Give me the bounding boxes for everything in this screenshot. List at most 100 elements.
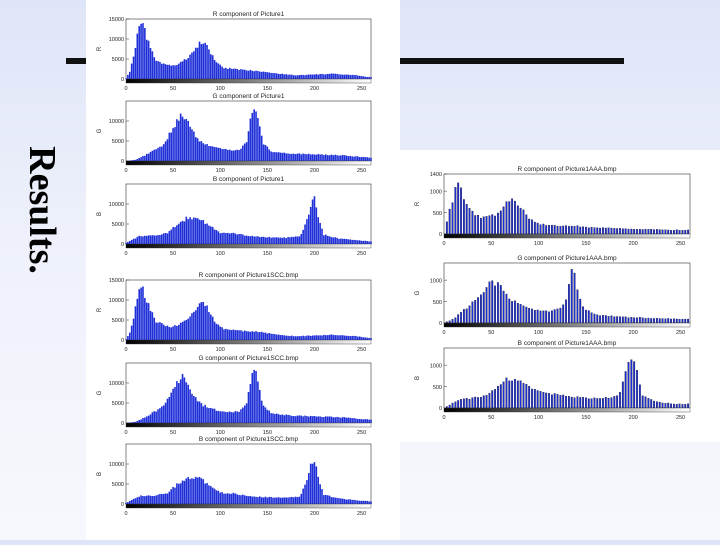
- histogram-bar: [520, 208, 522, 234]
- histogram-bar: [540, 311, 542, 323]
- histogram-bar: [280, 74, 282, 79]
- histogram-bar: [129, 241, 131, 244]
- histogram-bar: [366, 338, 368, 340]
- histogram-bar: [163, 144, 165, 161]
- histogram-bar: [204, 43, 206, 79]
- histogram-bar: [193, 479, 195, 504]
- histogram-bar: [673, 404, 675, 408]
- histogram-bar: [477, 397, 479, 408]
- histogram-bar: [469, 306, 471, 323]
- histogram-bar: [370, 338, 372, 340]
- histogram-bar: [594, 398, 596, 408]
- histogram-bar: [161, 234, 163, 244]
- histogram-bar: [299, 75, 301, 79]
- histogram-bar: [494, 216, 496, 234]
- histogram-bar: [293, 336, 295, 340]
- histogram-bar: [365, 337, 367, 340]
- histogram-bar: [202, 220, 204, 244]
- histogram-bar: [349, 156, 351, 161]
- histogram-bar: [628, 362, 630, 408]
- histogram-bar: [155, 323, 157, 340]
- histogram-bar: [216, 324, 218, 340]
- x-tick-label: 200: [629, 415, 638, 421]
- histogram-bar: [282, 414, 284, 423]
- histogram-bar: [619, 317, 621, 323]
- chart-title: R component of Picture1SCC.bmp: [199, 272, 299, 279]
- x-tick-label: 50: [170, 511, 176, 517]
- histogram-bar: [229, 494, 231, 504]
- histogram-bar: [327, 495, 329, 504]
- histogram-bar: [585, 398, 587, 408]
- histogram-bar: [144, 418, 146, 423]
- histogram-bar: [659, 319, 661, 323]
- histogram-bar: [474, 300, 476, 323]
- histogram-bar: [170, 327, 172, 340]
- histogram-bar: [545, 311, 547, 323]
- histogram-bar: [472, 398, 474, 408]
- histogram-bar: [278, 152, 280, 161]
- histogram-bar: [187, 121, 189, 161]
- histogram-bar: [253, 370, 255, 423]
- histogram-bar: [180, 483, 182, 504]
- x-tick-label: 0: [124, 168, 127, 174]
- histogram-bar: [161, 407, 163, 423]
- histogram-bar: [150, 48, 152, 79]
- y-tick-label: 0: [439, 232, 442, 238]
- histogram-bar: [221, 411, 223, 423]
- plot-frame: [126, 280, 371, 340]
- histogram-bar: [167, 494, 169, 504]
- histogram-bar: [295, 336, 297, 340]
- histogram-bar: [244, 495, 246, 504]
- histogram-bar: [161, 494, 163, 504]
- histogram-bar: [351, 75, 353, 79]
- histogram-bar: [282, 74, 284, 79]
- histogram-bar: [186, 119, 188, 161]
- x-tick-label: 250: [357, 511, 366, 517]
- x-tick-label: 200: [629, 241, 638, 247]
- x-tick-label: 200: [310, 86, 319, 92]
- histogram-bar: [463, 399, 465, 408]
- histogram-bar: [662, 403, 664, 408]
- histogram-bar: [325, 416, 327, 423]
- histogram-bar: [323, 155, 325, 161]
- histogram-bar: [257, 382, 259, 423]
- histogram-bar: [216, 411, 218, 423]
- histogram-bar: [248, 392, 250, 423]
- histogram-bar: [259, 237, 261, 244]
- histogram-bar: [246, 496, 248, 504]
- histogram-bar: [182, 322, 184, 340]
- histogram-bar: [201, 302, 203, 340]
- x-tick-label: 100: [216, 168, 225, 174]
- histogram-bar: [452, 403, 454, 408]
- histogram-bar: [312, 464, 314, 504]
- histogram-bar: [577, 397, 579, 408]
- histogram-bar: [619, 228, 621, 234]
- histogram-bar: [229, 412, 231, 423]
- histogram-bar: [480, 295, 482, 323]
- histogram-bar: [648, 318, 650, 323]
- histogram-bar: [342, 417, 344, 423]
- histogram-bar: [302, 75, 304, 79]
- histogram-bar: [238, 70, 240, 79]
- histogram-bar: [545, 225, 547, 234]
- histogram-bar: [218, 411, 220, 423]
- histogram-bar: [236, 234, 238, 244]
- histogram-bar: [236, 494, 238, 504]
- histogram-bar: [500, 384, 502, 408]
- histogram-bar: [333, 237, 335, 244]
- histogram-bar: [210, 486, 212, 504]
- histogram-bar: [191, 53, 193, 79]
- histogram-bar: [316, 207, 318, 244]
- histogram-bar: [233, 151, 235, 161]
- histogram-bar: [255, 236, 257, 244]
- histogram-bar: [338, 417, 340, 423]
- histogram-bar: [351, 336, 353, 340]
- histogram-bar: [361, 241, 363, 244]
- histogram-bar: [236, 69, 238, 79]
- histogram-bar: [591, 399, 593, 408]
- histogram-bar: [178, 224, 180, 244]
- histogram-bar: [212, 488, 214, 504]
- histogram-bar: [261, 237, 263, 244]
- histogram-bar: [146, 154, 148, 161]
- histogram-bar: [494, 389, 496, 408]
